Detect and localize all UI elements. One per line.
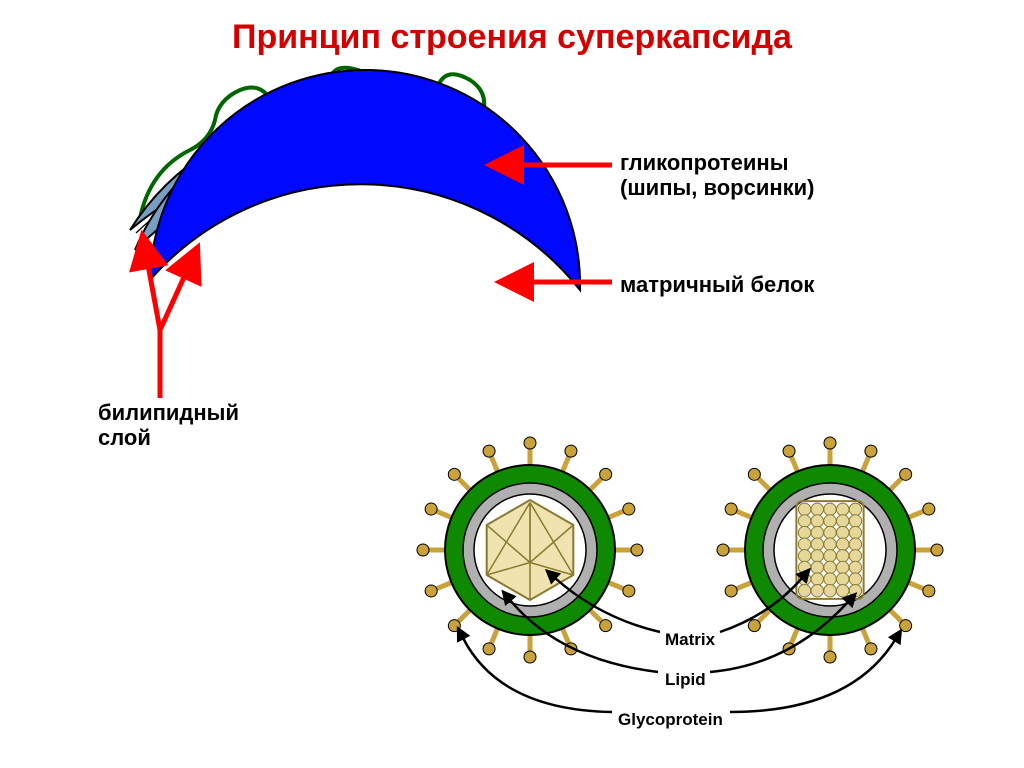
supercapsid-cross-section: [130, 68, 580, 290]
label-bilipid: билипидный слой: [98, 400, 239, 451]
label-glyco-ru: гликопротеины (шипы, ворсинки): [620, 150, 815, 201]
matrix-protein: [150, 70, 580, 290]
arrow-bilipid: [148, 265, 185, 398]
label-glyco-en: Glycoprotein: [618, 710, 723, 730]
virion-icosahedral: [417, 437, 643, 663]
label-lipid-en: Lipid: [665, 670, 706, 690]
label-matrix-ru: матричный белок: [620, 272, 814, 298]
virion-helical: [717, 437, 943, 663]
label-matrix-en: Matrix: [665, 630, 715, 650]
diagram-svg: [0, 0, 1024, 768]
